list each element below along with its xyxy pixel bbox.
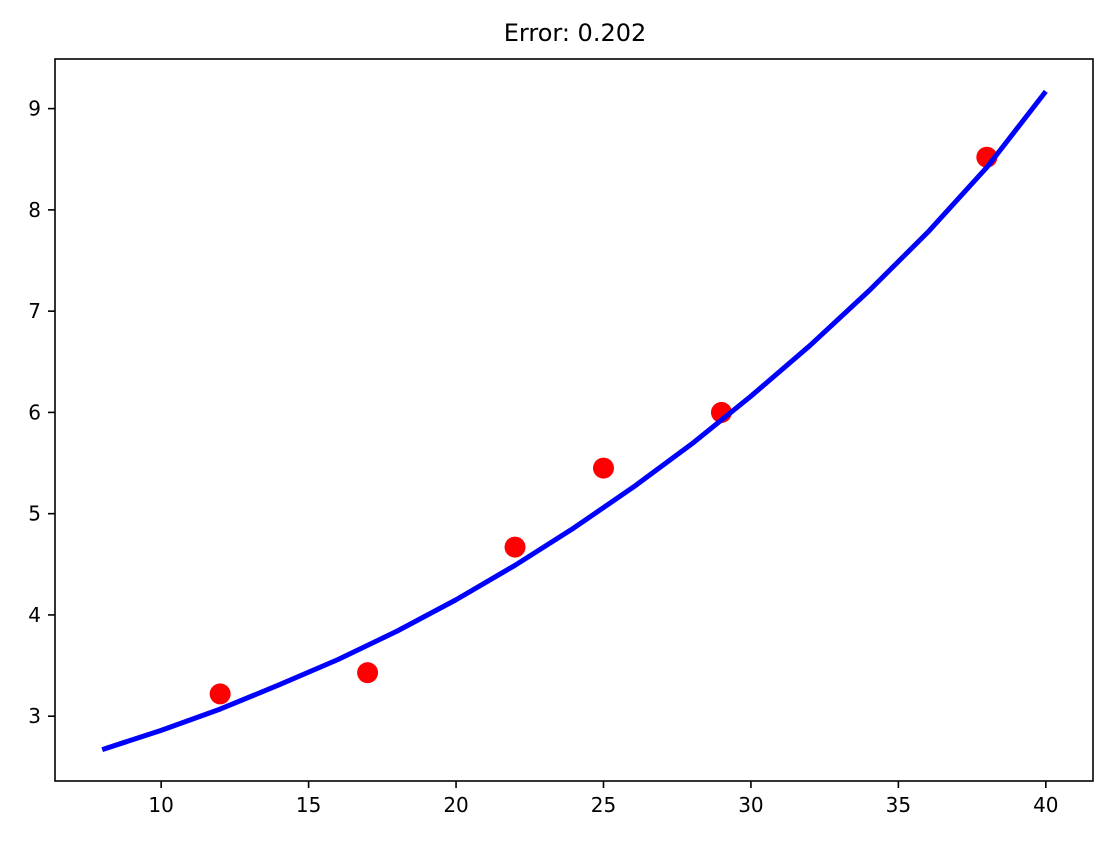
axes: 10 15 20 25 30 35 40 3 4 5 6 7 8 9 [28,58,1094,817]
plot-series [101,89,1048,752]
chart-title: Error: 0.202 [504,19,647,47]
fit-curve-line [101,89,1048,752]
x-tick-label: 30 [738,793,763,817]
y-tick-label: 4 [28,603,41,627]
y-tick-label: 8 [28,198,41,222]
x-tick-label: 35 [886,793,911,817]
y-tick-label: 3 [28,704,41,728]
y-tick-label: 7 [28,299,41,323]
x-tick-label: 20 [443,793,468,817]
data-point [357,662,379,684]
x-tick-label: 15 [296,793,321,817]
y-tick-label: 5 [28,502,41,526]
x-tick-label: 40 [1033,793,1058,817]
x-tick-label: 25 [591,793,616,817]
x-tick-label: 10 [148,793,173,817]
data-point [209,683,231,705]
y-tick-label: 9 [28,97,41,121]
y-tick-label: 6 [28,400,41,424]
plot-frame [54,58,1094,782]
data-point [592,457,614,479]
data-point [504,536,526,558]
